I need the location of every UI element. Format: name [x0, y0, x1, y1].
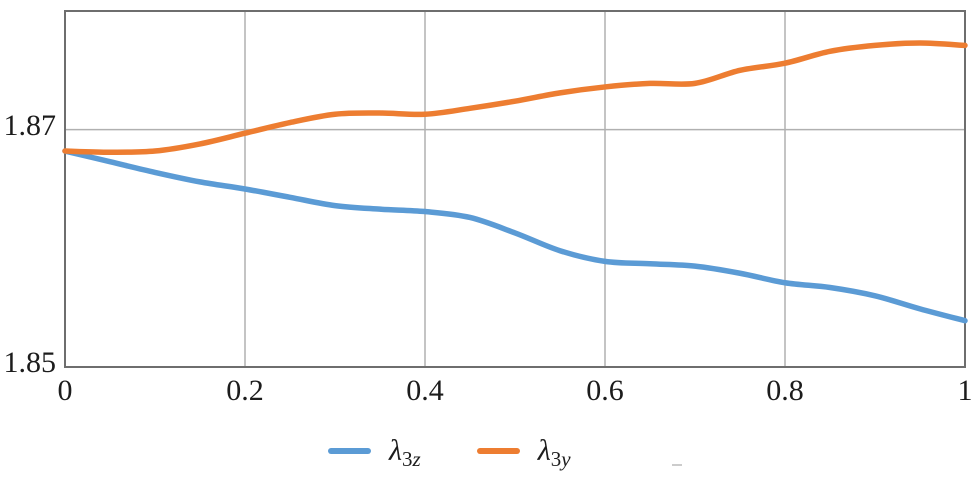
stray-mark — [672, 464, 682, 466]
legend-label-lambda-3y: λ3y — [537, 434, 571, 471]
y-axis-tick-label: 1.85 — [3, 346, 57, 379]
lambda-symbol: λ — [537, 434, 551, 467]
x-axis-tick-label: 0.6 — [586, 374, 624, 407]
lambda-symbol: λ — [389, 434, 402, 467]
legend-item-lambda-3z: λ3z — [328, 434, 421, 471]
x-axis-tick-label: 0.2 — [226, 374, 264, 407]
x-axis-tick-label: 0.4 — [406, 374, 444, 407]
legend-label-lambda-3z: λ3z — [389, 434, 421, 471]
x-axis-tick-label: 0.8 — [766, 374, 804, 407]
legend-line-sample-orange — [476, 448, 520, 454]
x-axis-tick-label: 1 — [957, 374, 973, 407]
plot-frame — [64, 10, 966, 368]
legend-item-lambda-3y: λ3y — [476, 434, 571, 471]
legend: λ3z λ3y — [328, 430, 571, 472]
y-axis-tick-label: 1.87 — [3, 108, 57, 142]
series-line-lambda-3y — [62, 40, 968, 155]
x-axis-tick-label: 0 — [57, 374, 73, 407]
series-line-lambda-3z — [62, 148, 968, 324]
legend-line-sample-blue — [328, 448, 371, 454]
